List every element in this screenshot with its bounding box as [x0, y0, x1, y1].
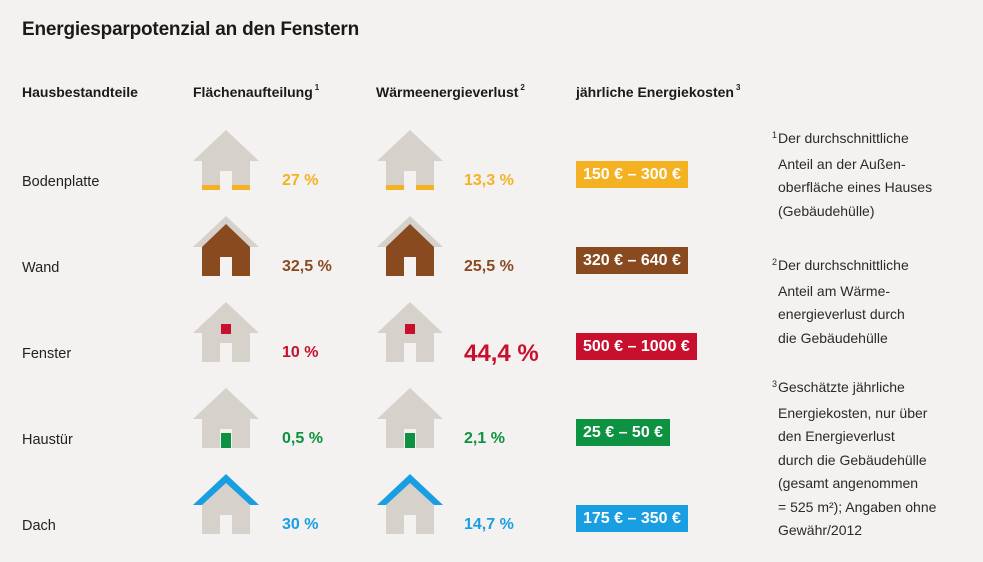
footnote-line: Energiekosten, nur über — [778, 402, 978, 426]
footnote-line: die Gebäudehülle — [778, 327, 978, 351]
footnote-text: = 525 m²); Angaben ohne — [778, 498, 937, 515]
footnote-text: Geschätzte jährliche — [778, 379, 905, 395]
heat-loss-percentage: 2,1 % — [464, 430, 505, 447]
footnote-text: (gesamt angenommen — [778, 475, 919, 491]
cost-badge: 25 € – 50 € — [576, 419, 671, 446]
footnote-2: 2Der durchschnittliche Anteil am Wärme-en… — [772, 254, 978, 351]
footnote-line: durch die Gebäudehülle — [778, 449, 978, 473]
footnote-line: (Gebäudehülle) — [778, 200, 978, 224]
area-percentage: 10 % — [282, 344, 319, 361]
footnote-line: oberfläche eines Hauses — [778, 176, 978, 200]
footnote-text: Energiekosten, nur über — [778, 404, 928, 421]
header-loss: Wärmeenergieverlust 2 — [376, 83, 525, 100]
footnote-ref-1: 1 — [314, 83, 320, 92]
row-label: Haustür — [22, 432, 73, 448]
footnote-ref-3: 3 — [735, 83, 741, 92]
footnote-line: 2Der durchschnittliche — [772, 257, 909, 273]
header-component-label: Hausbestandteile — [22, 84, 138, 100]
house-floor-icon — [377, 128, 443, 190]
cost-badge: 175 € – 350 € — [576, 505, 688, 532]
header-loss-label: Wärmeenergieverlust — [376, 84, 519, 100]
house-roof-icon — [193, 472, 259, 534]
footnote-line: energieverlust durch — [778, 303, 978, 327]
heat-loss-percentage: 13,3 % — [464, 172, 514, 189]
house-floor-icon — [193, 128, 259, 190]
footnote-text: Anteil am Wärme- — [778, 282, 891, 299]
footnote-text: oberfläche eines Hauses — [778, 179, 933, 195]
footnote-line: 3Geschätzte jährliche — [772, 379, 905, 395]
header-cost-label: jährliche Energiekosten — [576, 84, 734, 100]
footnote-text: energieverlust durch — [778, 306, 905, 322]
row-label: Wand — [22, 260, 60, 276]
footnote-1: 1Der durchschnittliche Anteil an der Auße… — [772, 127, 978, 224]
footnote-text: (Gebäudehülle) — [778, 202, 875, 219]
area-percentage: 32,5 % — [282, 258, 332, 275]
footnote-text: Gewähr/2012 — [778, 522, 863, 538]
header-area: Flächenaufteilung 1 — [193, 83, 320, 100]
house-roof-icon — [377, 472, 443, 534]
house-wall-icon — [193, 214, 259, 276]
area-percentage: 30 % — [282, 516, 319, 533]
footnote-ref-2: 2 — [520, 83, 525, 92]
header-area-label: Flächenaufteilung — [193, 84, 313, 100]
footnote-3: 3Geschätzte jährliche Energiekosten, nur … — [772, 376, 978, 543]
house-wall-icon — [377, 214, 443, 276]
footnote-line: = 525 m²); Angaben ohne — [778, 496, 978, 520]
footnote-line: Gewähr/2012 — [778, 519, 978, 543]
page-title: Energiesparpotenzial an den Fenstern — [22, 19, 359, 40]
house-door-icon — [377, 386, 443, 448]
footnote-text: Anteil an der Außen- — [778, 155, 906, 172]
footnote-text: die Gebäudehülle — [778, 329, 888, 346]
area-percentage: 0,5 % — [282, 430, 323, 447]
cost-badge: 150 € – 300 € — [576, 161, 688, 188]
footnote-line: 1Der durchschnittliche — [772, 130, 909, 146]
row-label: Bodenplatte — [22, 174, 100, 190]
footnote-line: Anteil an der Außen- — [778, 153, 978, 177]
heat-loss-percentage: 25,5 % — [464, 258, 514, 275]
house-window-icon — [193, 300, 259, 362]
footnote-line: den Energieverlust — [778, 425, 978, 449]
area-percentage: 27 % — [282, 172, 319, 189]
heat-loss-percentage: 14,7 % — [464, 516, 514, 533]
row-label: Dach — [22, 518, 56, 534]
cost-badge: 500 € – 1000 € — [576, 333, 697, 360]
footnote-line: Anteil am Wärme- — [778, 280, 978, 304]
row-label: Fenster — [22, 346, 72, 362]
header-component: Hausbestandteile — [22, 84, 138, 100]
cost-badge: 320 € – 640 € — [576, 247, 688, 274]
footnote-text: den Energieverlust — [778, 428, 895, 444]
header-cost: jährliche Energiekosten 3 — [576, 83, 741, 100]
footnote-text: Der durchschnittliche — [778, 130, 909, 146]
footnote-text: durch die Gebäudehülle — [778, 451, 927, 468]
footnote-text: Der durchschnittliche — [778, 257, 909, 273]
house-window-icon — [377, 300, 443, 362]
heat-loss-percentage: 44,4 % — [464, 340, 539, 367]
footnote-line: (gesamt angenommen — [778, 472, 978, 496]
house-door-icon — [193, 386, 259, 448]
